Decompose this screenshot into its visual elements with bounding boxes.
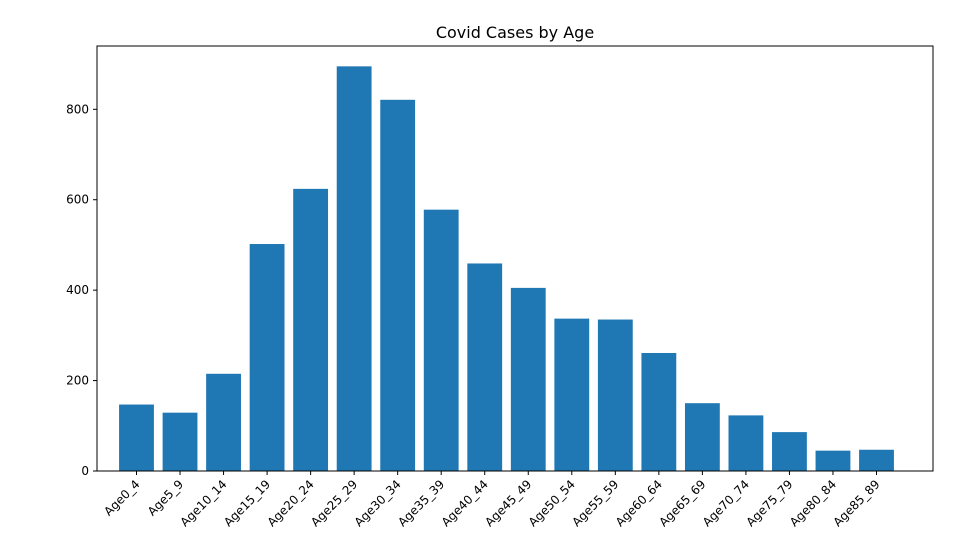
bar-age30-34 [380, 99, 416, 471]
bar-age65-69 [684, 403, 720, 471]
y-axis: 0 200 400 600 800 [66, 102, 97, 478]
bar-age60-64 [641, 352, 677, 471]
bar-age85-89 [859, 449, 894, 471]
bar-age15-19 [249, 244, 285, 471]
plot-frame [96, 45, 934, 472]
chart-title: Covid Cases by Age [436, 23, 594, 42]
y-tick-label: 600 [66, 193, 89, 207]
bar-age5-9 [162, 412, 198, 471]
bar-age10-14 [206, 373, 241, 471]
bar-age35-39 [423, 209, 459, 471]
bar-age70-74 [728, 415, 764, 471]
y-tick-label: 0 [81, 464, 89, 478]
y-tick-label: 800 [66, 102, 89, 116]
y-tick-label: 400 [66, 283, 89, 297]
bar-age25-29 [336, 66, 372, 472]
bar-age0-4 [119, 404, 154, 471]
bar-age45-49 [510, 287, 546, 471]
bar-age55-59 [597, 319, 633, 471]
y-tick-label: 200 [66, 374, 89, 388]
bars-group [119, 66, 894, 472]
bar-age50-54 [554, 318, 590, 471]
bar-age80-84 [815, 450, 851, 471]
bar-age20-24 [293, 188, 329, 471]
bar-age40-44 [467, 263, 503, 471]
bar-age75-79 [772, 432, 807, 471]
